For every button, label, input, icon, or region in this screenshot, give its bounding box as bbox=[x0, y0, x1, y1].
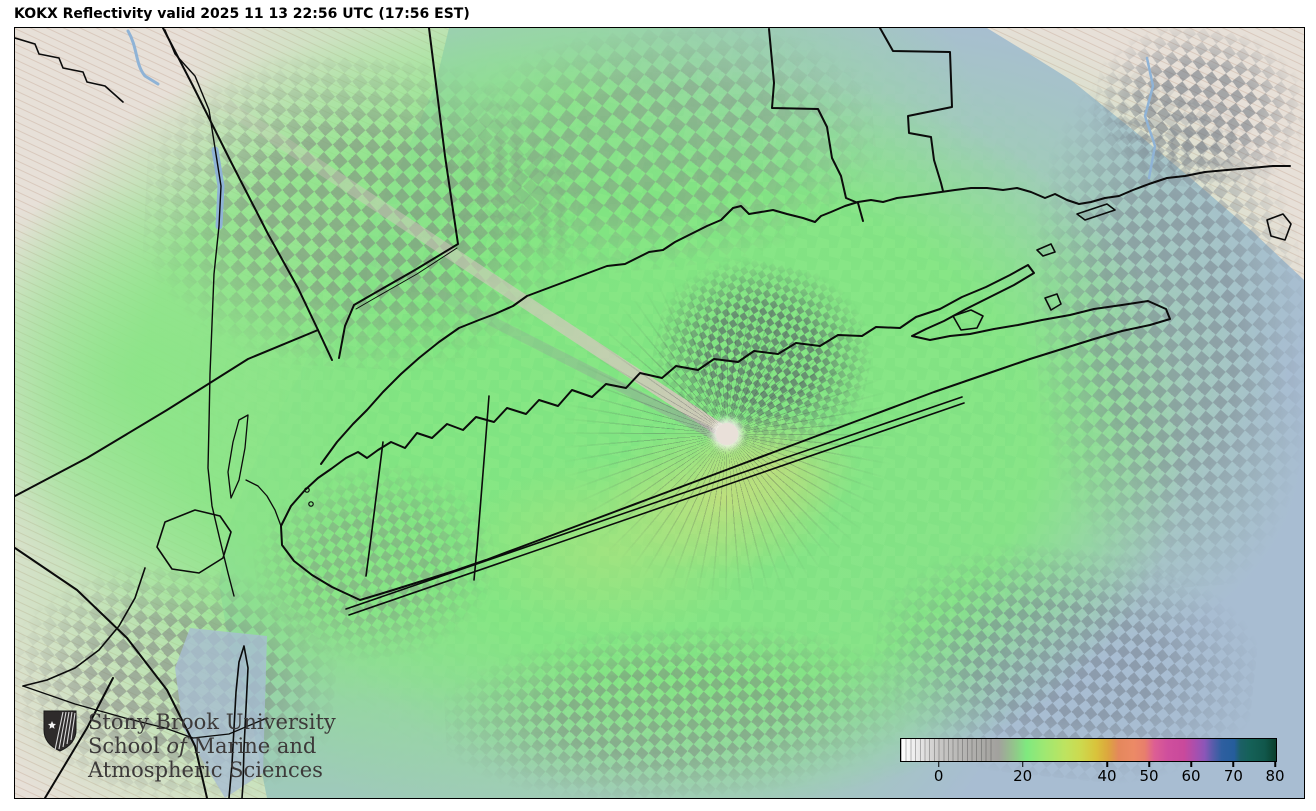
connecticut-river bbox=[1143, 56, 1157, 180]
hudson-river bbox=[164, 29, 235, 597]
colorbar-tick-label: 40 bbox=[1097, 767, 1117, 785]
gardiners-island bbox=[1044, 293, 1062, 311]
reflectivity-colorbar bbox=[900, 738, 1277, 762]
shield-star bbox=[48, 721, 56, 729]
hart-island bbox=[308, 501, 314, 507]
colorbar-tick: 40 bbox=[1097, 761, 1117, 785]
colorbar-tick: 80 bbox=[1265, 761, 1285, 785]
colorbar-tick-label: 20 bbox=[1013, 767, 1033, 785]
radar-map: Stony Brook University School of Marine … bbox=[14, 27, 1305, 799]
map-title: KOKX Reflectivity valid 2025 11 13 22:56… bbox=[14, 6, 470, 22]
logo-line-3: Atmospheric Sciences bbox=[88, 758, 323, 782]
county-line-rockland bbox=[15, 329, 319, 497]
fishers-island bbox=[1076, 203, 1116, 221]
connecticut-shoreline bbox=[320, 165, 1291, 465]
nj-bayshore bbox=[22, 567, 146, 687]
shield-rays bbox=[54, 711, 76, 751]
shelter-island bbox=[952, 309, 984, 331]
sandy-hook bbox=[228, 645, 249, 798]
raritan-shore bbox=[22, 685, 268, 739]
colorbar-tick: 60 bbox=[1181, 761, 1201, 785]
colorbar-tick-label: 80 bbox=[1265, 767, 1285, 785]
nj-county-line bbox=[15, 547, 208, 798]
colorbar-tick: 20 bbox=[1013, 761, 1032, 785]
rivers bbox=[126, 29, 1157, 597]
logo-line-2: School of Marine and bbox=[88, 734, 317, 758]
nj-county-line-2 bbox=[44, 677, 114, 798]
county-line-hudson-east bbox=[162, 28, 333, 361]
long-island-outline bbox=[280, 264, 1171, 601]
plum-island bbox=[1036, 243, 1056, 257]
manhattan-island bbox=[227, 414, 249, 499]
suffolk-nassau-line bbox=[473, 395, 490, 581]
colorbar-tick-label: 70 bbox=[1223, 767, 1243, 785]
colorbar-tick: 50 bbox=[1139, 761, 1159, 785]
sbu-logo-text: Stony Brook University School of Marine … bbox=[88, 710, 336, 782]
sbu-shield-icon bbox=[43, 710, 77, 752]
colorbar-ticks: 0 20 40 50 60 70 80 bbox=[900, 761, 1285, 787]
colorbar-tick-label: 0 bbox=[933, 767, 944, 785]
staten-island bbox=[156, 509, 232, 574]
colorbar-tick: 0 bbox=[934, 761, 943, 785]
colorbar-tick-label: 50 bbox=[1139, 767, 1159, 785]
ny-nj-border-stair bbox=[15, 37, 124, 103]
colorbar-discrete-steps bbox=[901, 739, 995, 761]
ny-ct-border bbox=[338, 28, 459, 359]
city-island bbox=[304, 487, 310, 493]
barrier-island bbox=[345, 396, 965, 616]
ny-ct-border-inner bbox=[355, 247, 458, 310]
coastline-boundaries bbox=[15, 28, 1292, 798]
queens-nassau-line bbox=[365, 441, 384, 577]
radar-site-marker bbox=[716, 423, 738, 445]
upper-hudson bbox=[126, 29, 160, 86]
sbu-logo: Stony Brook University School of Marine … bbox=[43, 710, 336, 782]
east-river bbox=[245, 479, 282, 527]
logo-line-1: Stony Brook University bbox=[88, 710, 336, 734]
colorbar-tick: 70 bbox=[1224, 761, 1243, 785]
ct-county-line-west bbox=[768, 28, 864, 222]
block-island bbox=[1266, 213, 1292, 241]
colorbar-tick-label: 60 bbox=[1181, 767, 1201, 785]
ct-county-line-east bbox=[879, 28, 953, 192]
